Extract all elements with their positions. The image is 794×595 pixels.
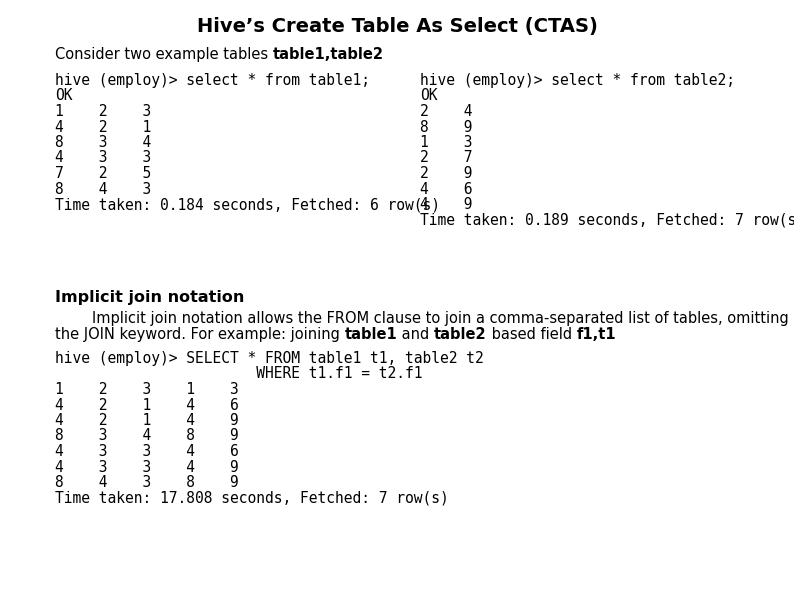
Text: f1,t1: f1,t1 — [576, 327, 616, 342]
Text: 8    4    3    8    9: 8 4 3 8 9 — [55, 475, 239, 490]
Text: 7    2    5: 7 2 5 — [55, 166, 151, 181]
Text: 1    3: 1 3 — [420, 135, 472, 150]
Text: hive (employ)> select * from table1;: hive (employ)> select * from table1; — [55, 73, 370, 88]
Text: 2    9: 2 9 — [420, 166, 472, 181]
Text: hive (employ)> SELECT * FROM table1 t1, table2 t2: hive (employ)> SELECT * FROM table1 t1, … — [55, 351, 484, 366]
Text: 4    2    1    4    9: 4 2 1 4 9 — [55, 413, 239, 428]
Text: table2: table2 — [434, 327, 487, 342]
Text: based field: based field — [487, 327, 576, 342]
Text: 1    2    3: 1 2 3 — [55, 104, 151, 119]
Text: hive (employ)> select * from table2;: hive (employ)> select * from table2; — [420, 73, 735, 88]
Text: OK: OK — [55, 89, 72, 104]
Text: and: and — [397, 327, 434, 342]
Text: 2    7: 2 7 — [420, 151, 472, 165]
Text: 4    3    3: 4 3 3 — [55, 151, 151, 165]
Text: 8    9: 8 9 — [420, 120, 472, 134]
Text: table1,table2: table1,table2 — [273, 47, 384, 62]
Text: table1: table1 — [345, 327, 397, 342]
Text: 8    4    3: 8 4 3 — [55, 181, 151, 196]
Text: Time taken: 0.184 seconds, Fetched: 6 row(s): Time taken: 0.184 seconds, Fetched: 6 ro… — [55, 197, 440, 212]
Text: Consider two example tables: Consider two example tables — [55, 47, 273, 62]
Text: 4    3    3    4    9: 4 3 3 4 9 — [55, 459, 239, 474]
Text: 4    2    1    4    6: 4 2 1 4 6 — [55, 397, 239, 412]
Text: Implicit join notation allows the FROM clause to join a comma-separated list of : Implicit join notation allows the FROM c… — [55, 311, 788, 326]
Text: 4    2    1: 4 2 1 — [55, 120, 151, 134]
Text: 4    9: 4 9 — [420, 197, 472, 212]
Text: the JOIN keyword. For example: joining: the JOIN keyword. For example: joining — [55, 327, 345, 342]
Text: Time taken: 0.189 seconds, Fetched: 7 row(s): Time taken: 0.189 seconds, Fetched: 7 ro… — [420, 212, 794, 227]
Text: 4    3    3    4    6: 4 3 3 4 6 — [55, 444, 239, 459]
Text: Hive’s Create Table As Select (CTAS): Hive’s Create Table As Select (CTAS) — [197, 17, 597, 36]
Text: 1    2    3    1    3: 1 2 3 1 3 — [55, 382, 239, 397]
Text: Implicit join notation: Implicit join notation — [55, 290, 245, 305]
Text: 8    3    4    8    9: 8 3 4 8 9 — [55, 428, 239, 443]
Text: WHERE t1.f1 = t2.f1: WHERE t1.f1 = t2.f1 — [55, 367, 422, 381]
Text: 4    6: 4 6 — [420, 181, 472, 196]
Text: 8    3    4: 8 3 4 — [55, 135, 151, 150]
Text: Time taken: 17.808 seconds, Fetched: 7 row(s): Time taken: 17.808 seconds, Fetched: 7 r… — [55, 490, 449, 506]
Text: 2    4: 2 4 — [420, 104, 472, 119]
Text: OK: OK — [420, 89, 437, 104]
